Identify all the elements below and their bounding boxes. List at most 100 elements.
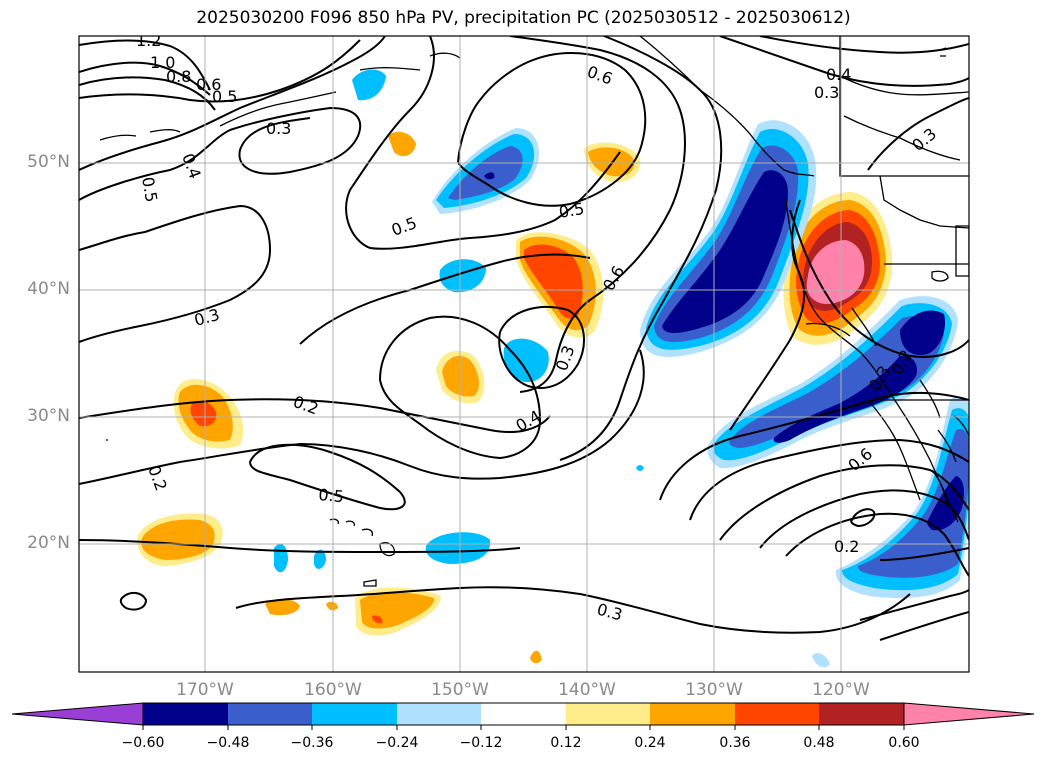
coastline	[955, 225, 969, 277]
contour-label: 0.4	[826, 65, 851, 84]
contour-label: 0.6	[196, 75, 221, 94]
colorbar-tick-label: −0.36	[290, 735, 334, 751]
contour-label: 0.5	[318, 485, 345, 506]
lon-label: 140°W	[558, 680, 616, 700]
contour-label: 1.2	[136, 31, 161, 50]
colorbar-extend-right	[903, 702, 1035, 726]
precip-blob	[858, 429, 969, 578]
pv-contour	[509, 36, 686, 393]
colorbar-segment	[566, 703, 650, 725]
pv-contour	[79, 349, 645, 485]
pv-contour	[79, 39, 361, 103]
contour-label: 0.3	[814, 83, 839, 102]
pv-contour	[79, 36, 386, 171]
colorbar-tick-label: 0.24	[634, 735, 666, 751]
contour-label: 0.2	[291, 392, 321, 419]
pv-contour	[79, 39, 211, 91]
precip-blob	[806, 240, 865, 304]
precip-blob	[729, 315, 944, 448]
pv-contour	[79, 61, 211, 96]
contour-label: 0.8	[166, 67, 191, 86]
pv-contour	[79, 106, 362, 201]
colorbar-tick-label: 0.60	[888, 735, 920, 751]
pv-contour	[785, 512, 969, 577]
precip-blob	[388, 131, 416, 157]
contour-label: 0.5	[138, 175, 161, 203]
colorbar-tick-label: −0.60	[121, 735, 165, 751]
contour-label: 0.5	[389, 213, 419, 240]
gridlines	[79, 36, 969, 672]
pv-contour	[659, 391, 969, 501]
colorbar-tick-label: −0.24	[375, 735, 419, 751]
coastline	[919, 379, 969, 509]
precip-blob	[190, 401, 217, 427]
pv-contour	[79, 398, 551, 434]
precip-blob	[662, 170, 788, 333]
colorbar-tick-label: 0.48	[803, 735, 835, 751]
precip-blob	[352, 69, 386, 101]
lat-label: 20°N	[27, 533, 70, 553]
colorbar-segment	[143, 703, 228, 725]
coastlines	[99, 36, 969, 587]
precip-blob	[812, 653, 830, 668]
colorbar-segment	[819, 703, 904, 725]
coastline	[329, 518, 395, 557]
precip-blob	[265, 598, 300, 616]
precip-negative-shading	[274, 69, 969, 668]
colorbar-outline	[142, 702, 905, 726]
precip-blob	[900, 310, 946, 355]
precip-blob	[448, 146, 523, 200]
lat-label: 40°N	[27, 279, 70, 299]
colorbar-segment	[481, 703, 566, 725]
pv-contours	[79, 36, 969, 641]
lon-label: 150°W	[431, 680, 489, 700]
coastline	[931, 270, 949, 282]
colorbar-segment	[397, 703, 481, 725]
pv-contour	[789, 209, 969, 358]
coastline	[843, 115, 961, 161]
colorbar-segment	[650, 703, 735, 725]
pv-contour	[457, 52, 647, 207]
coastline	[363, 579, 377, 587]
colorbar-tick-label: 0.12	[550, 735, 582, 751]
colorbar-tick-label: −0.48	[206, 735, 250, 751]
lat-label: 50°N	[27, 152, 70, 172]
pv-contour	[879, 547, 969, 561]
contour-label: 0.6	[844, 444, 876, 475]
colorbar	[11, 702, 1035, 730]
pv-contour	[79, 539, 521, 553]
colorbar-segment	[228, 703, 312, 725]
colorbar-segment	[735, 703, 819, 725]
coastline	[106, 47, 947, 441]
pv-contour	[759, 36, 969, 54]
coastline	[805, 307, 877, 347]
colorbar-extend-left	[11, 702, 144, 726]
colorbar-segment	[312, 703, 397, 725]
precip-blob	[503, 338, 549, 383]
contour-label: 1.0	[150, 53, 175, 72]
pv-contour	[759, 489, 969, 549]
lat-label: 30°N	[27, 406, 70, 426]
precip-blob	[773, 355, 918, 443]
precip-blob	[360, 592, 435, 629]
precip-blob	[274, 544, 288, 573]
precip-blob	[314, 549, 326, 569]
lon-label: 170°W	[176, 680, 234, 700]
contour-label: 0.3	[908, 124, 940, 155]
contour-label: 0.5	[212, 87, 237, 106]
coastline	[639, 36, 815, 177]
precip-blob	[372, 615, 383, 624]
pv-contour	[719, 36, 969, 87]
precip-blob	[326, 601, 338, 611]
pv-contour	[859, 589, 969, 621]
pv-contour	[299, 253, 591, 345]
colorbar-tick-label: −0.12	[459, 735, 503, 751]
pv-contour	[850, 508, 876, 528]
coastline	[839, 75, 969, 96]
contour-label: 0.3	[192, 305, 222, 330]
pv-contour	[119, 592, 148, 611]
coastline	[785, 199, 959, 523]
precip-blob	[425, 532, 491, 564]
pv-contour	[879, 611, 969, 641]
